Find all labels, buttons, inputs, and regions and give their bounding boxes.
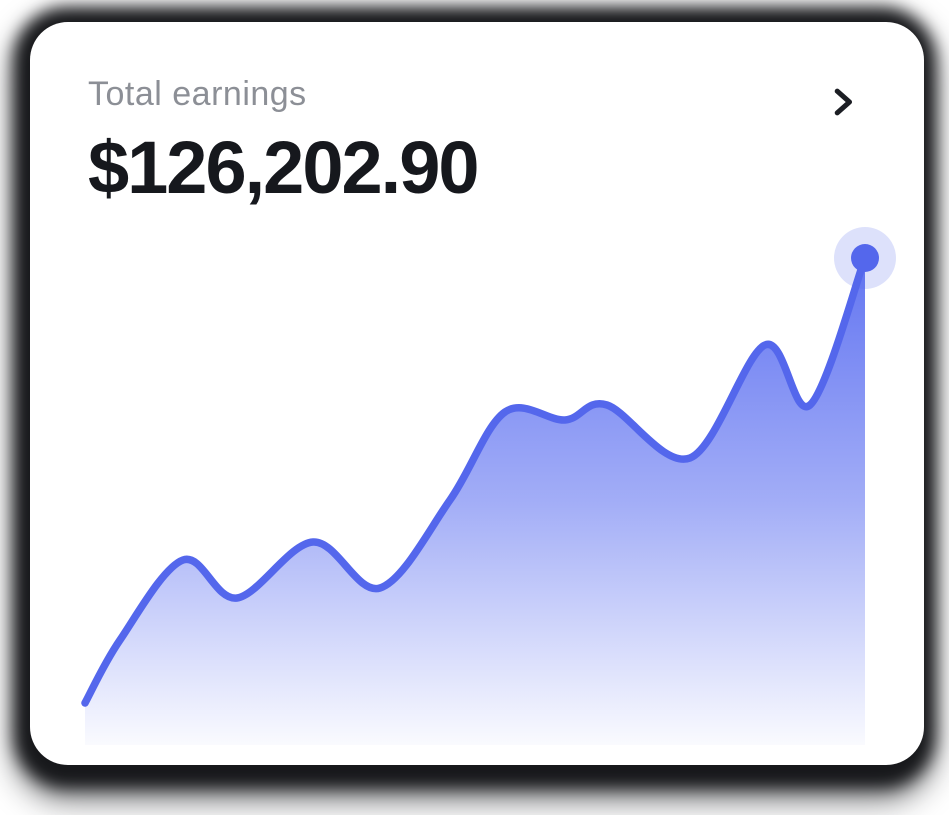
chart-endpoint-dot xyxy=(851,244,879,272)
card-title: Total earnings xyxy=(88,75,307,113)
card-header: Total earnings $126,202.90 xyxy=(30,22,924,207)
earnings-summary: Total earnings $126,202.90 xyxy=(88,75,480,210)
chart-line xyxy=(81,254,869,707)
chart-area-fill xyxy=(85,258,865,745)
details-button[interactable] xyxy=(826,78,860,126)
earnings-area-chart xyxy=(81,225,896,745)
chevron-right-icon xyxy=(830,88,856,125)
earnings-card: Total earnings $126,202.90 xyxy=(30,22,924,765)
total-earnings-amount: $126,202.90 xyxy=(88,126,480,210)
